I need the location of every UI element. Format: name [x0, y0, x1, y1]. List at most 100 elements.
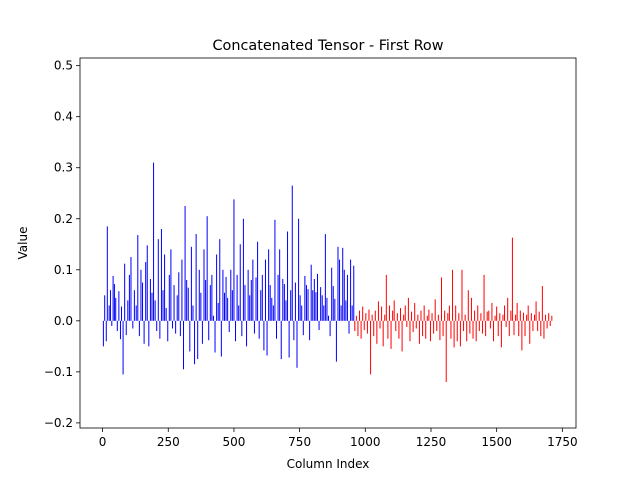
bar-series1	[247, 269, 249, 321]
bar-series2	[535, 301, 537, 321]
bar-series1	[346, 274, 348, 321]
bar-series2	[505, 320, 507, 327]
bar-series1	[201, 320, 203, 344]
x-axis-ticks: 0 250 500 750 1000 1250 1500 1750	[99, 428, 578, 449]
bar-series1	[197, 320, 199, 360]
bar-series2	[393, 300, 395, 321]
bar-series1	[168, 274, 170, 321]
bar-series2	[388, 305, 390, 321]
bar-series1	[241, 320, 243, 337]
bar-series1	[170, 249, 172, 321]
bar-series1	[231, 290, 233, 321]
bar-series1	[282, 278, 284, 321]
bar-series2	[475, 320, 477, 342]
y-axis-ticks: −0.2 −0.1 0.0 0.1 0.2 0.3 0.4 0.5	[44, 59, 80, 430]
bar-series2	[407, 297, 409, 321]
bar-series2	[477, 305, 479, 321]
bar-series1	[124, 263, 126, 321]
bar-series2	[538, 311, 540, 321]
bar-series2	[429, 320, 431, 342]
bar-series2	[491, 302, 493, 321]
bar-series1	[154, 300, 156, 321]
bar-series2	[404, 305, 406, 321]
x-axis-label: Column Index	[287, 457, 370, 471]
bar-series2	[417, 314, 419, 321]
bar-series1	[151, 292, 153, 321]
bar-series1	[335, 320, 337, 362]
bar-series1	[133, 290, 135, 321]
bar-series2	[481, 320, 483, 334]
bar-series2	[521, 320, 523, 351]
bar-series2	[527, 305, 529, 321]
bar-series1	[127, 300, 129, 321]
bar-series1	[212, 315, 214, 321]
bar-series2	[371, 314, 373, 321]
bar-series2	[359, 310, 361, 321]
bar-series1	[342, 247, 344, 321]
bar-series1	[287, 231, 289, 321]
bar-series2	[453, 320, 455, 348]
x-tick-label: 250	[157, 435, 180, 449]
x-tick-label: 0	[99, 435, 107, 449]
bar-series2	[537, 320, 539, 332]
bar-series1	[184, 206, 186, 321]
bar-series2	[366, 320, 368, 334]
bar-series2	[529, 320, 531, 344]
bar-series1	[132, 320, 134, 329]
bar-series1	[162, 290, 164, 321]
bar-series2	[411, 311, 413, 321]
bar-series2	[362, 306, 364, 321]
bar-series1	[173, 285, 175, 321]
bar-series2	[387, 320, 389, 339]
bar-series1	[186, 280, 188, 321]
bar-series1	[140, 269, 142, 321]
chart-title: Concatenated Tensor - First Row	[212, 38, 443, 54]
bar-series2	[510, 310, 512, 321]
bar-series1	[258, 320, 260, 339]
x-tick-label: 1500	[481, 435, 512, 449]
bar-series1	[305, 285, 307, 321]
x-tick-label: 750	[288, 435, 311, 449]
bar-series1	[242, 218, 244, 321]
bar-series2	[436, 320, 438, 332]
bar-series1	[309, 320, 311, 341]
bar-series2	[461, 269, 463, 321]
bar-series2	[415, 320, 417, 329]
bar-series1	[323, 305, 325, 321]
x-tick-label: 1750	[547, 435, 578, 449]
plot-area-frame	[79, 57, 577, 429]
bar-series1	[108, 305, 110, 321]
bar-series2	[502, 314, 504, 321]
bar-series1	[183, 320, 185, 370]
bar-series1	[316, 273, 318, 321]
bar-series2	[440, 277, 442, 321]
bar-series2	[431, 313, 433, 321]
bar-series1	[348, 320, 350, 334]
bars-layer	[102, 162, 553, 383]
bar-series2	[513, 320, 515, 336]
bar-series2	[494, 315, 496, 321]
bar-series2	[467, 290, 469, 321]
bar-series1	[121, 306, 123, 321]
bar-series2	[374, 310, 376, 321]
bar-series1	[119, 320, 121, 340]
bar-series1	[189, 320, 191, 352]
bar-series1	[332, 286, 334, 321]
bar-series1	[164, 254, 166, 321]
bar-series2	[515, 314, 517, 321]
y-tick-label: 0.0	[54, 314, 73, 328]
bar-series2	[445, 320, 447, 383]
bar-series1	[211, 274, 213, 321]
bar-series2	[384, 314, 386, 321]
bar-series1	[112, 275, 114, 321]
bar-series2	[377, 301, 379, 321]
bar-series2	[540, 320, 542, 337]
bar-series1	[249, 295, 251, 321]
bar-series2	[488, 310, 490, 321]
bar-series2	[530, 313, 532, 321]
bar-series2	[385, 274, 387, 321]
bar-series1	[328, 315, 330, 321]
bar-series1	[175, 320, 177, 334]
bar-series2	[368, 309, 370, 321]
y-tick-label: 0.4	[54, 110, 73, 124]
